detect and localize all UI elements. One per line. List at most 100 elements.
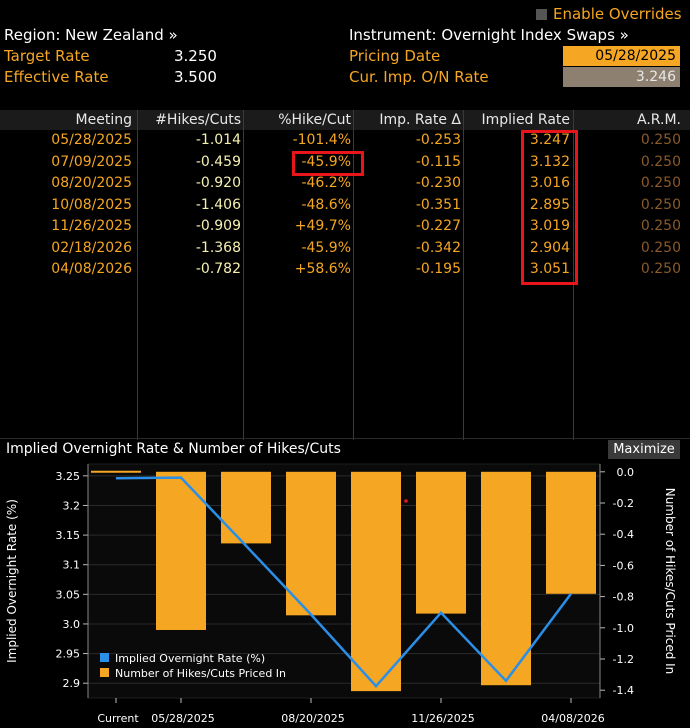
legend-swatch-bars	[100, 668, 109, 677]
target-rate-label: Target Rate	[4, 47, 90, 65]
left-tick-label: 3.15	[56, 529, 81, 542]
cell-imp-rate-delta: -0.230	[415, 175, 461, 191]
right-tick-label: -1.0	[613, 622, 634, 635]
cell-imp-rate-delta: -0.253	[415, 132, 461, 148]
effective-rate-value: 3.500	[174, 68, 217, 86]
cell-hikes-cuts: -1.406	[195, 196, 241, 213]
cell-arm: 0.250	[640, 153, 681, 170]
cell-implied-rate: 3.132	[529, 153, 570, 170]
bar	[481, 471, 531, 686]
x-tick-label: 11/26/2025	[411, 712, 474, 725]
col-header-hikes-cuts[interactable]: #Hikes/Cuts	[155, 112, 241, 128]
cell-pct-hike-cut: -48.6%	[301, 196, 351, 213]
chart-title: Implied Overnight Rate & Number of Hikes…	[6, 441, 341, 457]
cell-implied-rate: 3.016	[529, 175, 570, 191]
bar	[221, 471, 271, 544]
instrument-selector[interactable]: Instrument: Overnight Index Swaps »	[349, 26, 629, 44]
bar	[156, 471, 206, 630]
enable-overrides-label[interactable]: Enable Overrides	[553, 5, 682, 23]
cell-arm: 0.250	[640, 261, 681, 277]
right-tick-label: -1.4	[613, 684, 634, 697]
cur-imp-rate-label: Cur. Imp. O/N Rate	[349, 68, 489, 86]
cell-pct-hike-cut: -45.9%	[301, 239, 351, 256]
col-header-meeting[interactable]: Meeting	[75, 112, 132, 128]
highlight-box-pct	[292, 151, 364, 176]
maximize-button[interactable]: Maximize	[608, 440, 680, 459]
cell-imp-rate-delta: -0.195	[415, 261, 461, 277]
legend-label-line: Implied Overnight Rate (%)	[115, 652, 265, 665]
cell-meeting: 08/20/2025	[51, 175, 132, 191]
cell-imp-rate-delta: -0.227	[415, 218, 461, 234]
cell-imp-rate-delta: -0.351	[415, 196, 461, 213]
pricing-date-label: Pricing Date	[349, 47, 441, 65]
cell-arm: 0.250	[640, 239, 681, 256]
bar	[286, 471, 336, 616]
left-tick-label: 3.1	[63, 559, 81, 572]
implied-rate-line	[115, 476, 573, 689]
bar	[416, 471, 466, 614]
column-divider	[573, 110, 574, 440]
col-header-arm[interactable]: A.R.M.	[637, 112, 681, 128]
table-header-bar	[0, 110, 690, 130]
column-divider	[137, 110, 138, 440]
cell-pct-hike-cut: -45.9%	[301, 153, 351, 170]
cell-meeting: 04/08/2026	[51, 261, 132, 277]
column-divider	[463, 110, 464, 440]
highlight-box-implied-rate	[521, 130, 578, 285]
cell-pct-hike-cut: +58.6%	[294, 261, 351, 277]
cell-implied-rate: 3.051	[529, 261, 570, 277]
x-tick-label: 05/28/2025	[151, 712, 214, 725]
cell-implied-rate: 2.904	[529, 239, 570, 256]
enable-overrides-checkbox[interactable]	[536, 9, 547, 20]
cell-arm: 0.250	[640, 196, 681, 213]
effective-rate-label: Effective Rate	[4, 68, 109, 86]
col-header-imp-rate-delta[interactable]: Imp. Rate Δ	[379, 112, 461, 128]
region-selector[interactable]: Region: New Zealand »	[4, 26, 178, 44]
right-tick-label: -1.2	[613, 653, 634, 666]
cell-hikes-cuts: -0.920	[195, 175, 241, 191]
cell-hikes-cuts: -1.368	[195, 239, 241, 256]
cell-meeting: 07/09/2025	[51, 153, 132, 170]
pricing-date-input[interactable]: 05/28/2025	[563, 46, 680, 66]
cell-implied-rate: 3.247	[529, 132, 570, 148]
col-header-implied-rate[interactable]: Implied Rate	[481, 112, 570, 128]
cell-hikes-cuts: -0.909	[195, 218, 241, 234]
x-tick-label: 08/20/2025	[281, 712, 344, 725]
cell-implied-rate: 2.895	[529, 196, 570, 213]
right-tick-label: -0.6	[613, 559, 634, 572]
implied-rate-chart: 3.25 3.2 3.15 3.1 3.05 3.0 2.95 2.9 0.0 -0.2 -0.4 -…	[5, 463, 677, 725]
x-tick-label: 04/08/2026	[541, 712, 604, 725]
cell-arm: 0.250	[640, 132, 681, 148]
left-tick-label: 2.9	[63, 677, 81, 690]
cell-arm: 0.250	[640, 175, 681, 191]
cell-meeting: 10/08/2025	[51, 196, 132, 213]
cell-imp-rate-delta: -0.115	[415, 153, 461, 170]
x-tick-label: Current	[97, 712, 139, 725]
right-tick-label: -0.2	[613, 497, 634, 510]
cell-meeting: 02/18/2026	[51, 239, 132, 256]
left-tick-label: 2.95	[56, 648, 81, 661]
cell-implied-rate: 3.019	[529, 218, 570, 234]
legend-swatch-line	[100, 653, 109, 662]
cell-hikes-cuts: -0.782	[195, 261, 241, 277]
cell-pct-hike-cut: +49.7%	[294, 218, 351, 234]
column-divider	[353, 110, 354, 440]
cell-pct-hike-cut: -46.2%	[301, 175, 351, 191]
col-header-pct-hike-cut[interactable]: %Hike/Cut	[278, 112, 351, 128]
target-rate-value: 3.250	[174, 47, 217, 65]
cell-meeting: 05/28/2025	[51, 132, 132, 148]
cell-pct-hike-cut: -101.4%	[292, 132, 351, 148]
cell-hikes-cuts: -0.459	[195, 153, 241, 170]
left-tick-label: 3.0	[63, 618, 81, 631]
cell-hikes-cuts: -1.014	[195, 132, 241, 148]
left-tick-label: 3.25	[56, 470, 81, 483]
right-tick-label: -0.4	[613, 528, 634, 541]
cell-meeting: 11/26/2025	[51, 218, 132, 234]
legend-label-bars: Number of Hikes/Cuts Priced In	[115, 667, 286, 680]
right-tick-label: 0.0	[617, 466, 635, 479]
cell-imp-rate-delta: -0.342	[415, 239, 461, 256]
cell-arm: 0.250	[640, 218, 681, 234]
chart-marker-dot	[404, 499, 408, 503]
left-axis-title: Implied Overnight Rate (%)	[5, 499, 19, 663]
panel-divider	[0, 438, 690, 439]
